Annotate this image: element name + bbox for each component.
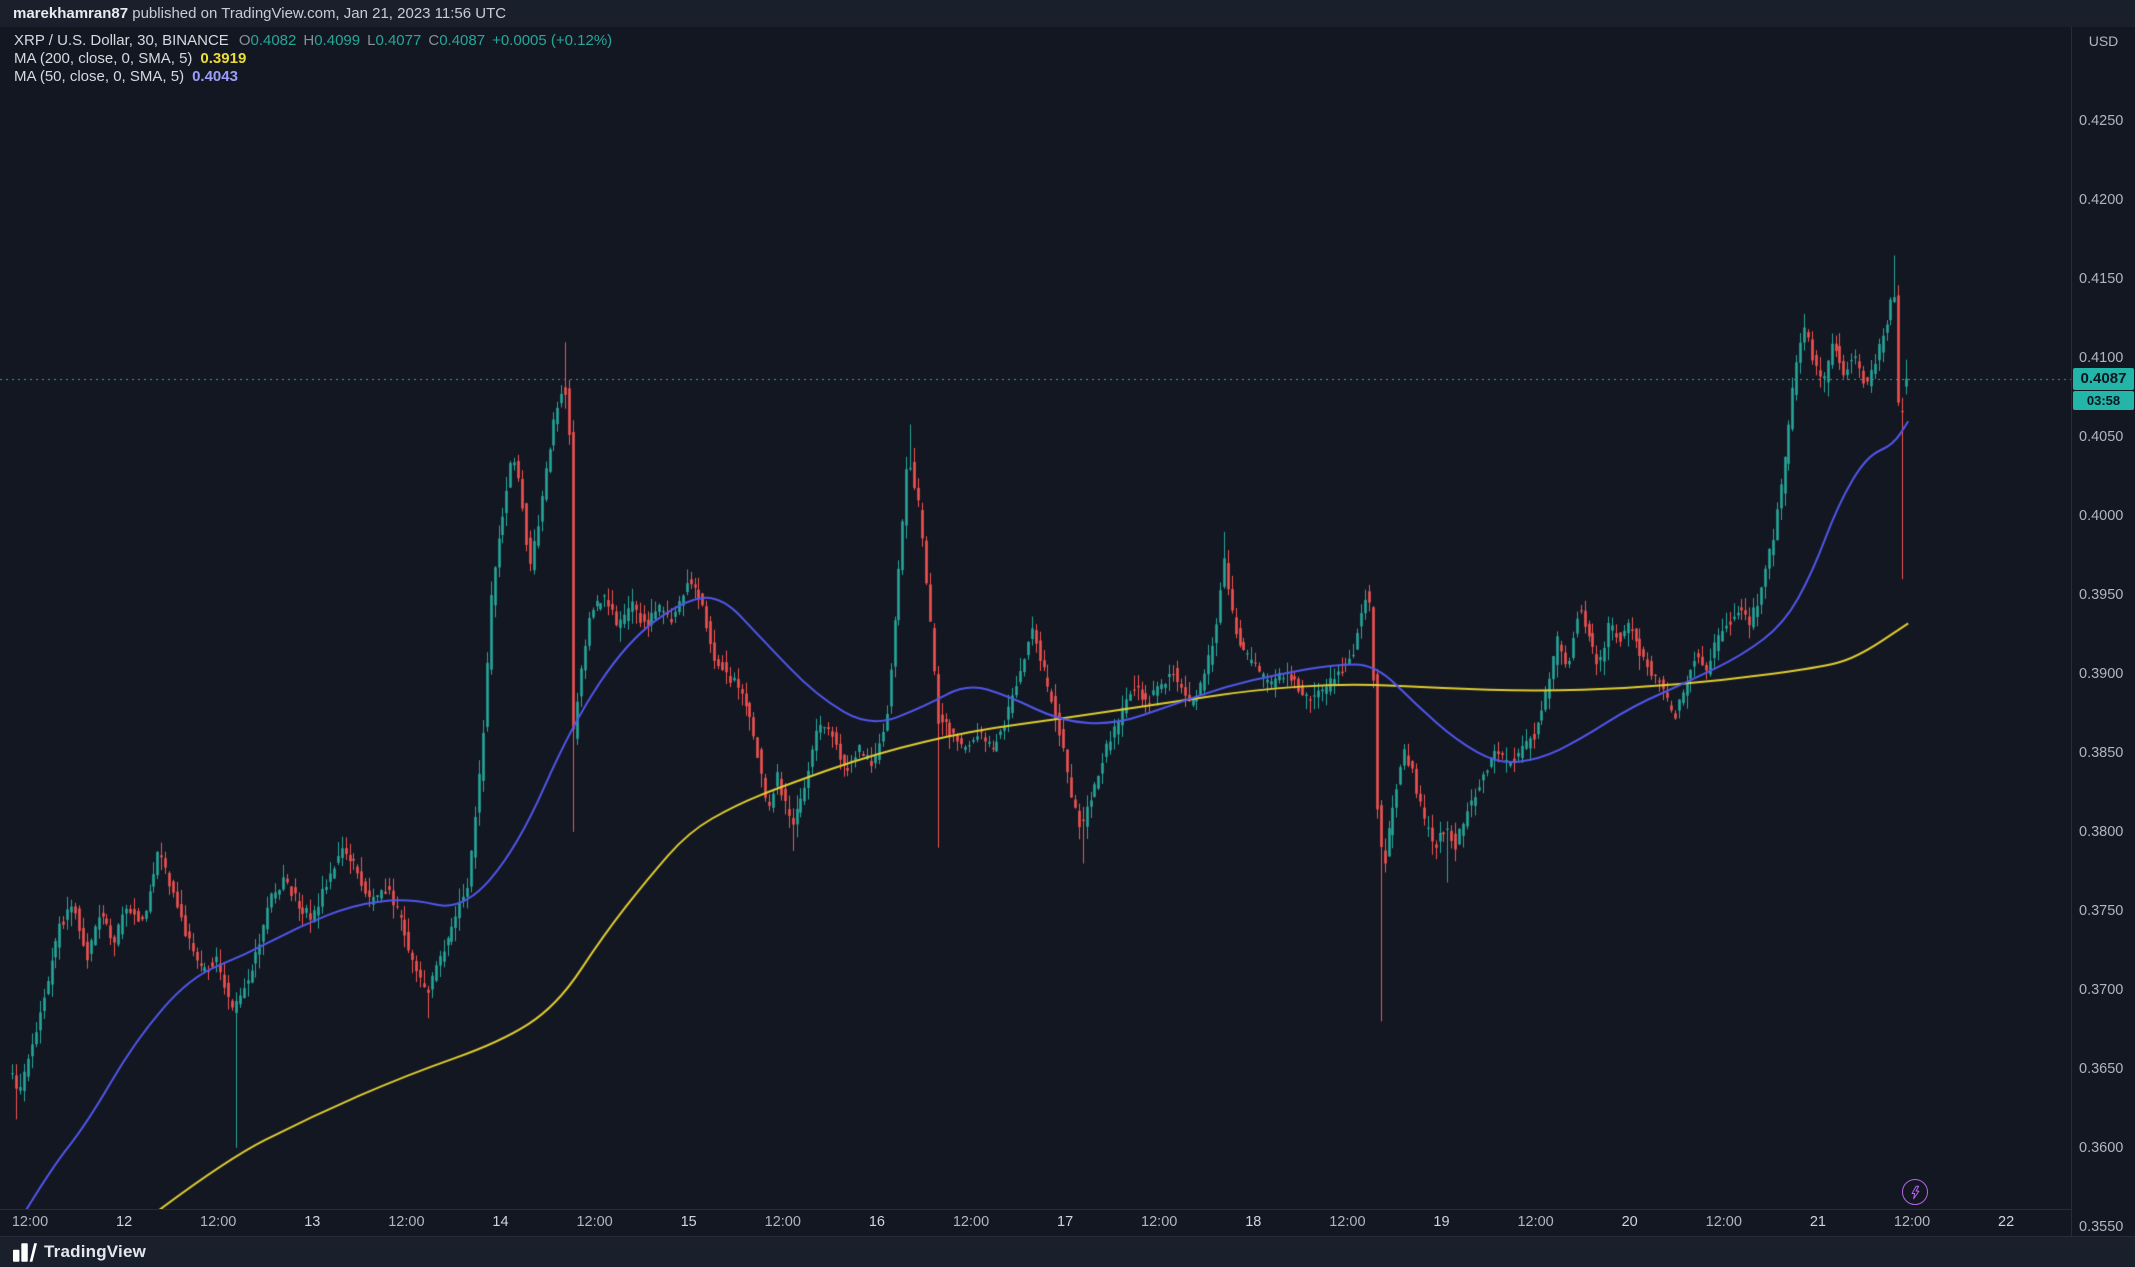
publish-info-text: published on TradingView.com, Jan 21, 20…: [128, 5, 507, 22]
time-axis-tick: 12:00: [200, 1214, 237, 1230]
price-axis[interactable]: USD 0.4087 03:58 0.4250 0.4200 0.4150 0.410…: [2071, 27, 2135, 1236]
low-label: L: [367, 32, 376, 49]
price-axis-tick: 0.4200: [2079, 192, 2124, 209]
publisher-username: marekhamran87: [13, 5, 129, 22]
price-axis-tick: 0.3700: [2079, 981, 2124, 998]
ma50-legend-row[interactable]: MA (50, close, 0, SMA, 5) 0.4043: [14, 68, 612, 86]
price-axis-tick: 0.4050: [2079, 429, 2124, 446]
last-price-value: 0.4087: [2080, 370, 2127, 388]
price-axis-tick: 0.4000: [2079, 508, 2124, 525]
time-axis-tick: 12: [116, 1214, 133, 1230]
high-value: 0.4099: [314, 32, 361, 49]
price-axis-tick: 0.4150: [2079, 271, 2124, 288]
chart-pane[interactable]: XRP / U.S. Dollar, 30, BINANCE O0.4082 H0.…: [0, 27, 2071, 1209]
time-axis-tick: 22: [1998, 1214, 2015, 1230]
time-axis-tick: 12:00: [764, 1214, 801, 1230]
time-axis-tick: 12:00: [388, 1214, 425, 1230]
time-axis-tick: 12:00: [952, 1214, 990, 1230]
lightning-icon: [1911, 1185, 1919, 1199]
time-axis-tick: 20: [1621, 1214, 1638, 1230]
low-value: 0.4077: [375, 32, 422, 49]
time-axis-tick: 12:00: [1329, 1214, 1366, 1230]
time-axis-tick: 12:00: [1141, 1214, 1178, 1230]
time-axis-tick: 16: [868, 1214, 885, 1230]
chart-legend: XRP / U.S. Dollar, 30, BINANCE O0.4082 H0.…: [14, 32, 612, 86]
price-axis-tick: 0.3800: [2079, 823, 2124, 840]
price-axis-tick: 0.3650: [2079, 1060, 2124, 1077]
bar-countdown-value: 03:58: [2086, 392, 2121, 408]
time-axis-tick: 18: [1245, 1214, 1262, 1230]
bar-countdown-badge: 03:58: [2073, 390, 2134, 410]
price-axis-tick: 0.3950: [2079, 587, 2124, 604]
footer-bar: TradingView: [0, 1236, 2135, 1267]
ma50-label: MA (50, close, 0, SMA, 5): [14, 68, 185, 85]
time-axis-tick: 12:00: [1893, 1214, 1931, 1230]
ma50-value: 0.4043: [192, 68, 238, 85]
tradingview-logo-icon: [13, 1242, 37, 1262]
last-price-badge: 0.4087: [2073, 367, 2134, 390]
ma200-legend-row[interactable]: MA (200, close, 0, SMA, 5) 0.3919: [14, 50, 612, 68]
time-axis-tick: 14: [492, 1214, 509, 1230]
price-axis-tick: 0.4250: [2079, 113, 2124, 130]
tradingview-logo[interactable]: TradingView: [13, 1242, 146, 1262]
close-label: C: [428, 32, 440, 49]
price-axis-tick: 0.3750: [2079, 902, 2124, 919]
price-axis-tick: 0.3550: [2079, 1218, 2124, 1235]
close-value: 0.4087: [439, 32, 486, 49]
ma200-label: MA (200, close, 0, SMA, 5): [14, 50, 193, 67]
boost-button[interactable]: [1902, 1179, 1928, 1205]
symbol-title: XRP / U.S. Dollar, 30, BINANCE: [14, 32, 229, 49]
high-label: H: [303, 32, 315, 49]
time-axis-tick: 12:00: [1705, 1214, 1742, 1230]
time-axis-tick: 21: [1809, 1214, 1826, 1230]
candlestick-chart-canvas[interactable]: [0, 27, 2071, 1209]
time-axis-tick: 17: [1057, 1214, 1074, 1230]
change-value: +0.0005 (+0.12%): [492, 32, 613, 49]
price-axis-tick: 0.4100: [2079, 350, 2124, 367]
time-axis-tick: 12:00: [1517, 1214, 1554, 1230]
time-axis-tick: 12:00: [11, 1214, 49, 1230]
tradingview-wordmark: TradingView: [44, 1242, 147, 1261]
publish-banner: marekhamran87 published on TradingView.c…: [0, 0, 2135, 27]
time-axis-tick: 13: [304, 1214, 321, 1230]
price-axis-tick: 0.3600: [2079, 1139, 2124, 1156]
open-value: 0.4082: [250, 32, 297, 49]
symbol-legend-row[interactable]: XRP / U.S. Dollar, 30, BINANCE O0.4082 H0.…: [14, 32, 612, 50]
price-axis-tick: 0.3900: [2079, 665, 2124, 682]
currency-label: USD: [2088, 33, 2119, 49]
time-axis-tick: 12:00: [576, 1214, 613, 1230]
time-axis-tick: 19: [1433, 1214, 1450, 1230]
time-axis[interactable]: 12:00 12 12:00 13 12:00 14 12:00 15 12:00 16 12:00…: [0, 1209, 2071, 1236]
time-axis-tick: 15: [680, 1214, 697, 1230]
ma200-value: 0.3919: [200, 50, 247, 67]
open-label: O: [238, 32, 251, 49]
price-axis-tick: 0.3850: [2079, 744, 2124, 761]
